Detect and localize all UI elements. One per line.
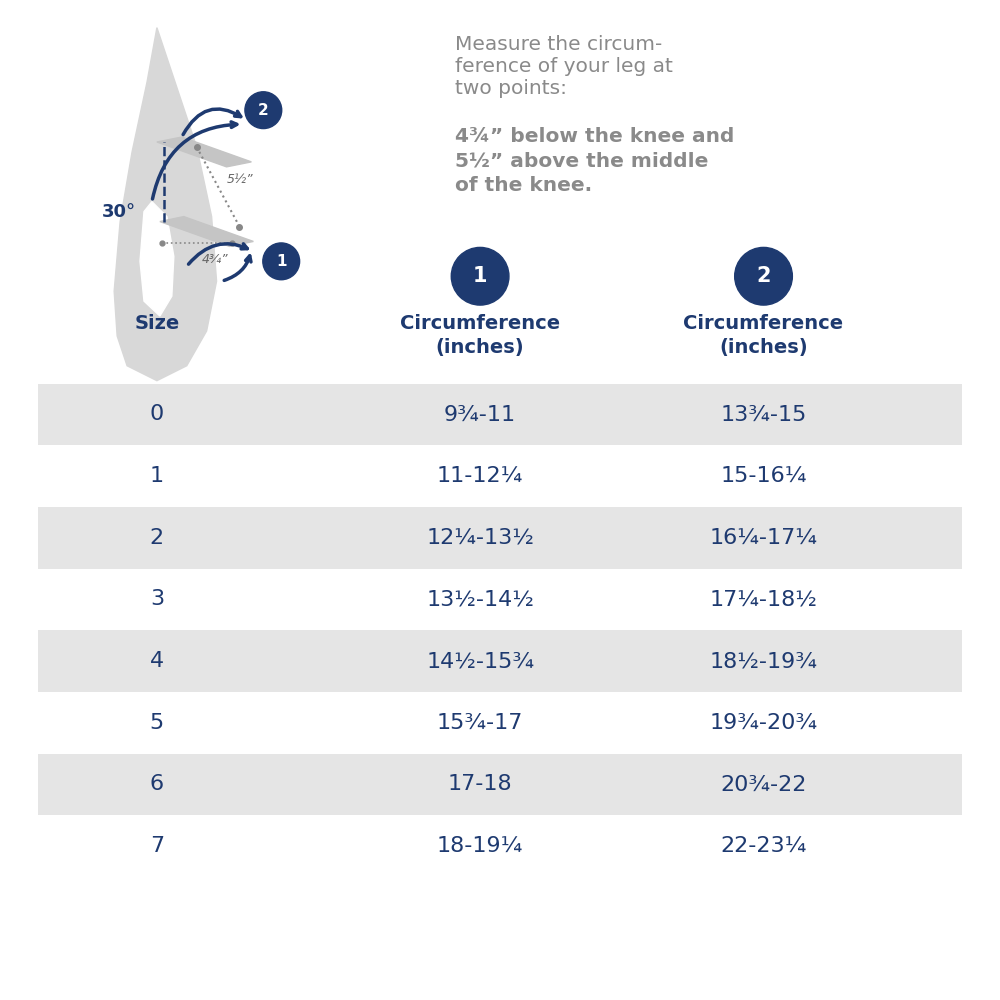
Text: 6: 6 — [150, 774, 164, 794]
Text: 2: 2 — [756, 266, 771, 286]
Bar — [38, 754, 962, 815]
Text: 20¾-22: 20¾-22 — [720, 774, 807, 794]
Text: of the knee.: of the knee. — [455, 176, 592, 195]
Text: 0: 0 — [150, 404, 164, 424]
Polygon shape — [157, 137, 251, 167]
Text: 4¾”: 4¾” — [202, 253, 228, 266]
Text: 2: 2 — [150, 528, 164, 548]
Text: 5½”: 5½” — [227, 173, 253, 186]
Text: 1: 1 — [473, 266, 487, 286]
Text: 22-23¼: 22-23¼ — [720, 836, 807, 856]
Bar — [38, 384, 962, 445]
Text: 7: 7 — [150, 836, 164, 856]
Text: 17-18: 17-18 — [448, 774, 512, 794]
Text: 4: 4 — [150, 651, 164, 671]
Bar — [38, 507, 962, 569]
Text: 19¾-20¾: 19¾-20¾ — [710, 713, 818, 733]
Text: ference of your leg at: ference of your leg at — [455, 57, 673, 76]
Circle shape — [245, 92, 282, 129]
Text: 18-19¼: 18-19¼ — [437, 836, 523, 856]
Polygon shape — [114, 28, 217, 381]
Text: 4¾” below the knee and: 4¾” below the knee and — [455, 127, 735, 146]
Text: 13¾-15: 13¾-15 — [720, 404, 807, 424]
Text: 3: 3 — [150, 589, 164, 609]
Text: Size: Size — [134, 314, 180, 333]
Text: 15-16¼: 15-16¼ — [720, 466, 807, 486]
Polygon shape — [140, 202, 174, 316]
Text: Measure the circum-: Measure the circum- — [455, 35, 662, 54]
Text: 14½-15¾: 14½-15¾ — [426, 651, 534, 671]
Text: 18½-19¾: 18½-19¾ — [710, 651, 817, 671]
Text: 13½-14½: 13½-14½ — [426, 589, 534, 609]
Text: 2: 2 — [258, 103, 269, 118]
Text: 1: 1 — [150, 466, 164, 486]
Text: two points:: two points: — [455, 79, 567, 98]
Bar — [38, 630, 962, 692]
Circle shape — [263, 243, 300, 280]
Text: Circumference
(inches): Circumference (inches) — [683, 314, 844, 357]
Text: 9¾-11: 9¾-11 — [444, 404, 516, 424]
Polygon shape — [160, 217, 253, 246]
Circle shape — [451, 247, 509, 305]
Circle shape — [735, 247, 792, 305]
Text: 15¾-17: 15¾-17 — [437, 713, 523, 733]
Text: 5½” above the middle: 5½” above the middle — [455, 152, 709, 171]
Text: 11-12¼: 11-12¼ — [437, 466, 523, 486]
Text: 17¼-18½: 17¼-18½ — [710, 589, 817, 609]
Text: 5: 5 — [150, 713, 164, 733]
Text: 1: 1 — [276, 254, 286, 269]
Text: 30°: 30° — [102, 203, 136, 221]
Text: 16¼-17¼: 16¼-17¼ — [710, 528, 817, 548]
Text: Circumference
(inches): Circumference (inches) — [400, 314, 560, 357]
Text: 12¼-13½: 12¼-13½ — [426, 528, 534, 548]
